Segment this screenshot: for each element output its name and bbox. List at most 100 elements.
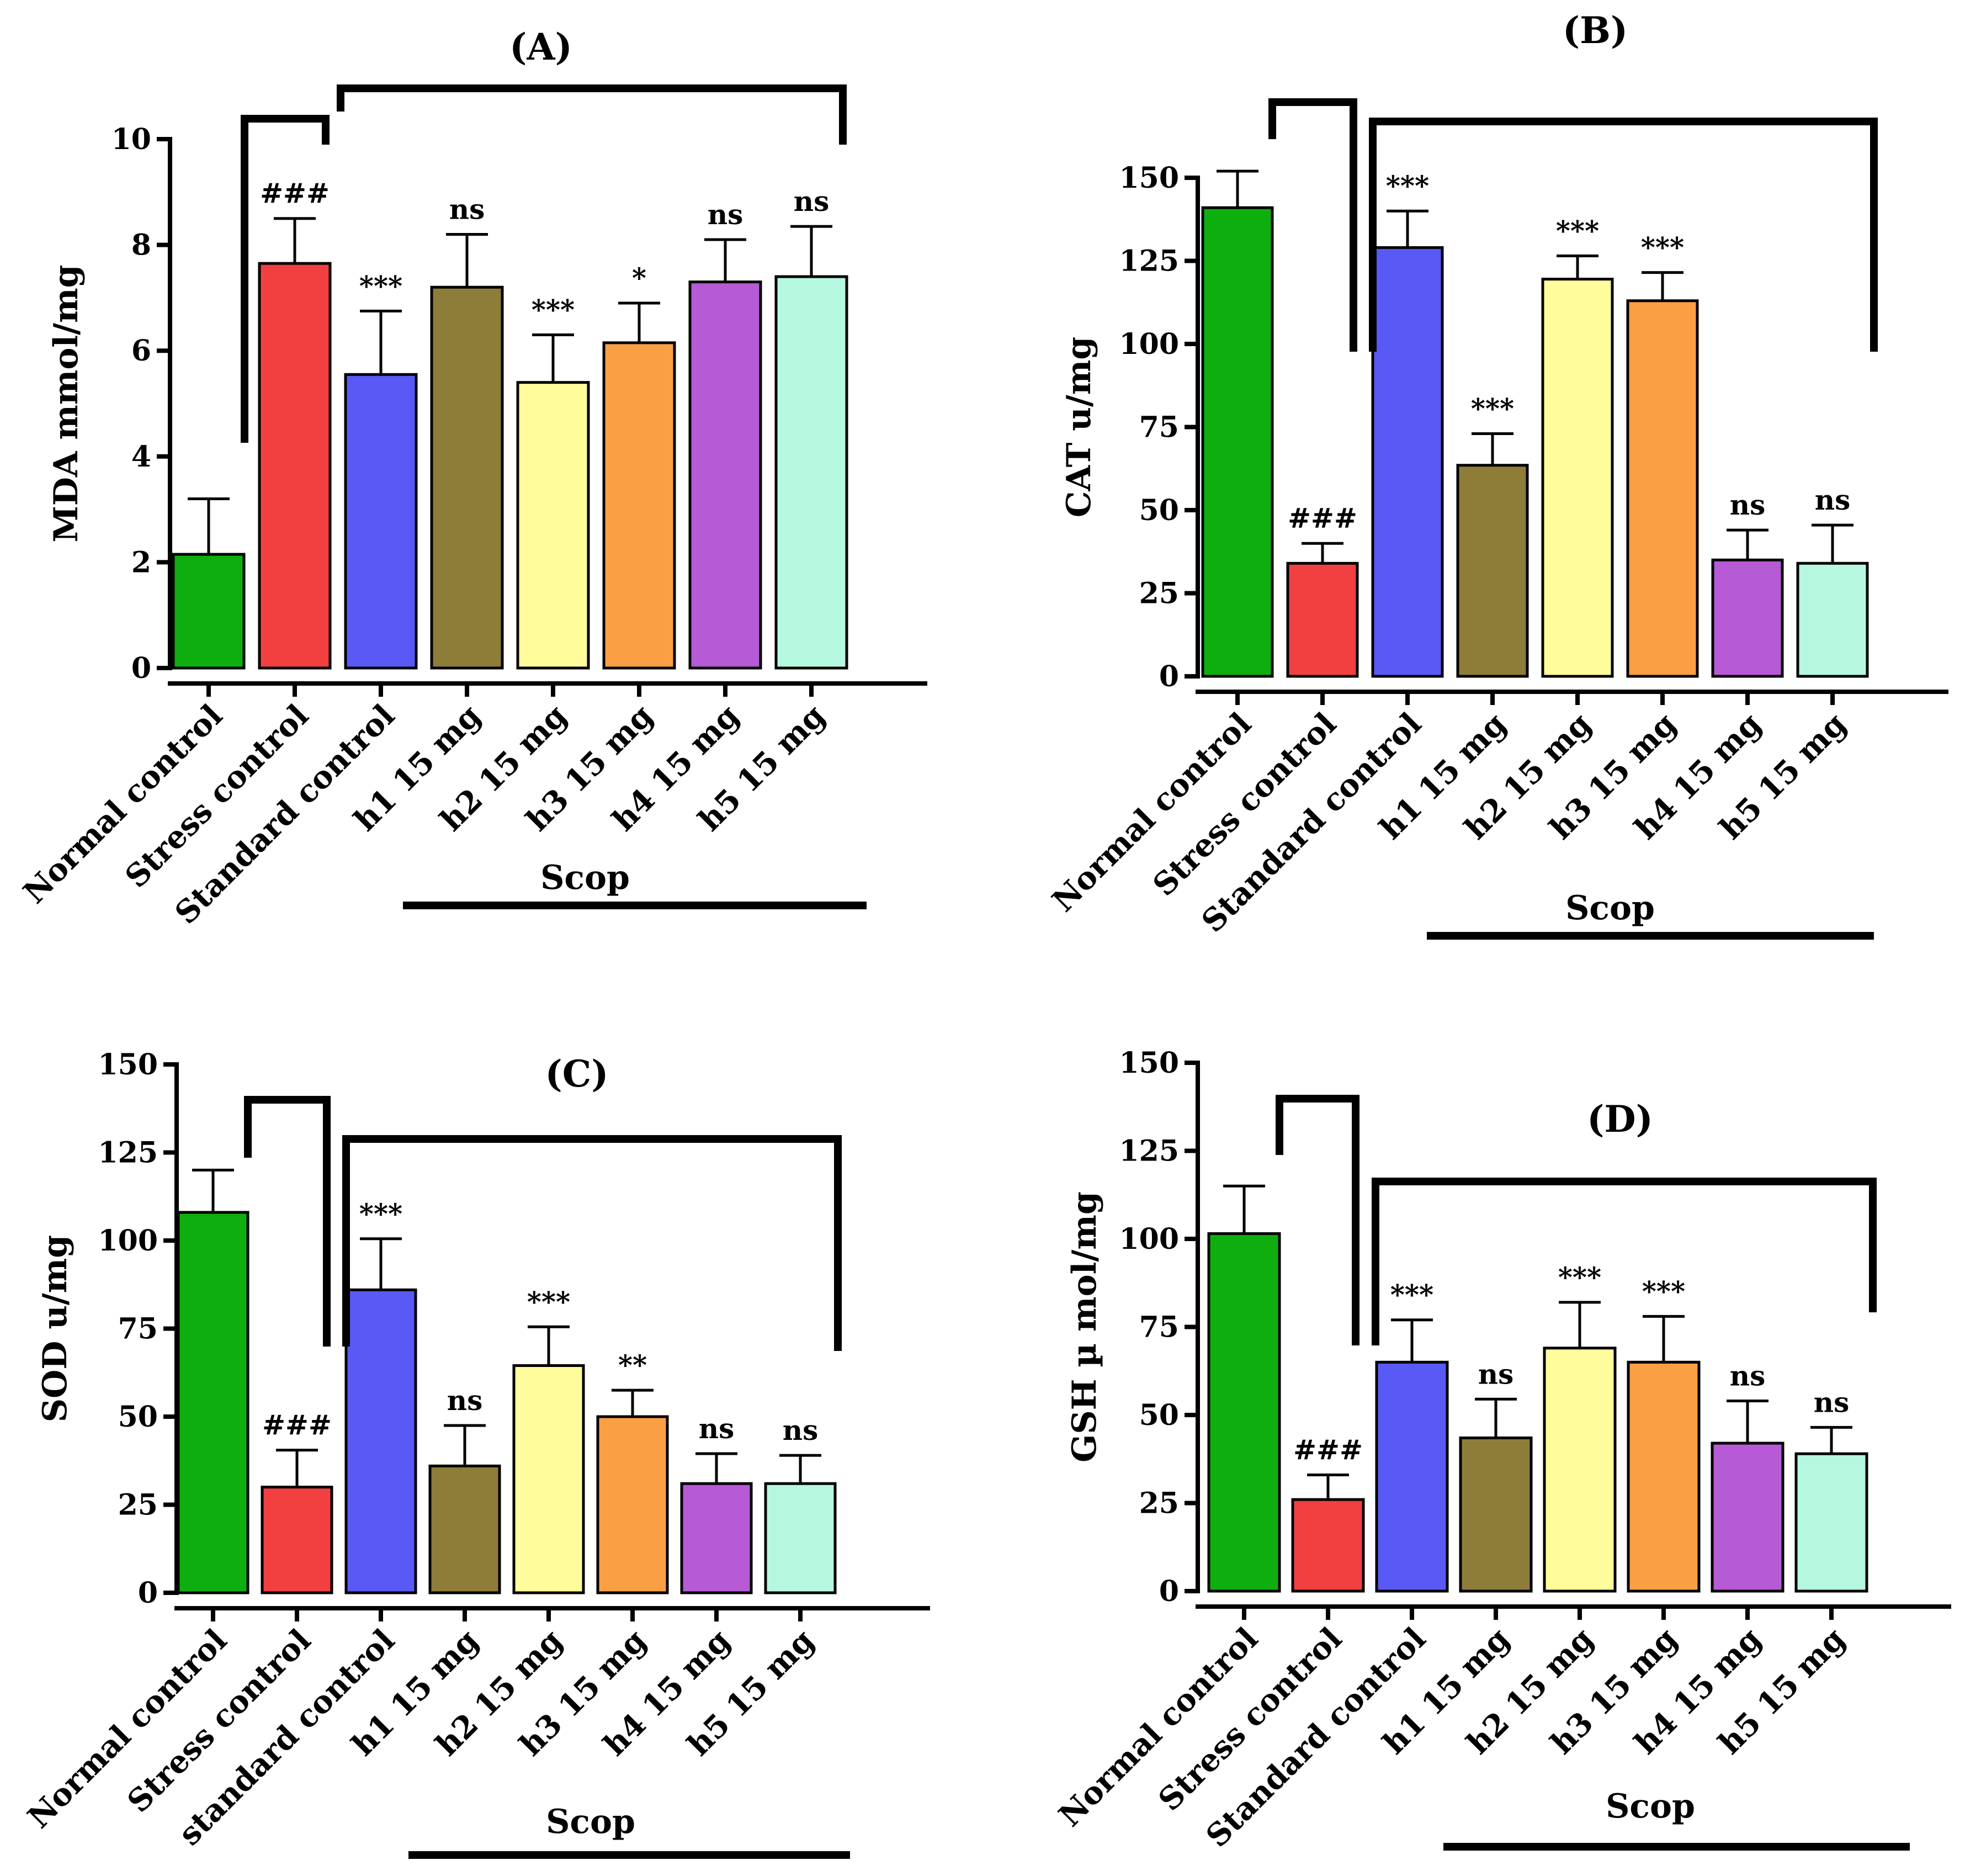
bar [774, 275, 848, 670]
y-tick-label: 75 [1139, 411, 1179, 444]
bar [1794, 1452, 1868, 1593]
significance-label: ns [449, 193, 485, 225]
bar [688, 280, 762, 670]
significance-label: *** [532, 293, 575, 326]
significance-label: *** [1471, 393, 1514, 425]
significance-label: ns [447, 1384, 483, 1417]
comparison-bracket [337, 84, 847, 145]
y-tick-label: 0 [1159, 1575, 1179, 1608]
significance-label: ### [1293, 1433, 1363, 1466]
y-tick-label: 10 [111, 123, 151, 156]
bar [1541, 278, 1614, 678]
significance-label: ns [708, 198, 743, 231]
significance-label: *** [1390, 1279, 1433, 1311]
comparison-bracket [241, 115, 330, 443]
y-tick-label: 50 [1139, 1398, 1179, 1432]
bar [602, 341, 676, 670]
bar [1375, 1360, 1449, 1593]
bar [428, 1464, 501, 1594]
comparison-bracket [1369, 118, 1878, 352]
significance-label: ### [262, 1409, 332, 1442]
y-axis-label: MDA mmol/mg [47, 264, 86, 542]
significance-label: ns [1814, 1386, 1850, 1418]
y-tick-label: 75 [118, 1312, 158, 1346]
y-tick-label: 125 [98, 1136, 158, 1170]
bar [1371, 246, 1444, 678]
bar [1543, 1347, 1617, 1593]
y-tick-label: 125 [1119, 1135, 1179, 1168]
group-label: Scop [546, 1803, 635, 1841]
bar [430, 285, 504, 670]
bar [1286, 561, 1359, 678]
comparison-bracket [1372, 1178, 1877, 1345]
significance-label: *** [1641, 231, 1684, 264]
y-tick-label: 75 [1139, 1311, 1179, 1344]
bar [261, 1486, 333, 1594]
comparison-bracket [244, 1096, 331, 1347]
bar [1626, 299, 1699, 678]
significance-label: ### [1288, 502, 1357, 534]
significance-label: ns [1730, 489, 1766, 521]
significance-label: *** [1386, 169, 1429, 202]
significance-label: *** [359, 269, 402, 302]
significance-label: *** [527, 1285, 570, 1318]
y-axis-label: CAT u/mg [1060, 337, 1098, 518]
y-tick-label: 150 [1119, 161, 1179, 195]
y-tick-label: 8 [131, 229, 151, 262]
bar [1459, 1436, 1533, 1593]
bar [1456, 464, 1529, 678]
y-tick-label: 150 [98, 1048, 158, 1082]
significance-label: ns [1815, 484, 1851, 516]
y-tick-label: 0 [138, 1576, 158, 1610]
y-tick-label: 2 [131, 545, 151, 579]
bar [1711, 558, 1784, 678]
bar [258, 262, 332, 670]
y-tick-label: 50 [1139, 494, 1179, 527]
chart-title: (D) [1587, 1098, 1653, 1141]
chart-title: (C) [545, 1052, 609, 1095]
comparison-bracket [1276, 1095, 1359, 1345]
bar [764, 1482, 837, 1594]
y-axis-label: GSH µ mol/mg [1065, 1191, 1104, 1462]
y-tick-label: 4 [131, 440, 151, 474]
y-tick-label: 25 [1139, 577, 1179, 611]
bar [344, 373, 418, 670]
y-tick-label: 6 [131, 334, 151, 368]
bar [1201, 206, 1274, 678]
y-tick-label: 0 [131, 651, 151, 685]
significance-label: *** [1556, 214, 1599, 247]
chart-title: (B) [1563, 9, 1628, 52]
bar [1291, 1498, 1365, 1593]
chart-title: (A) [509, 25, 572, 68]
comparison-bracket [342, 1135, 842, 1351]
y-tick-label: 150 [1119, 1046, 1179, 1080]
bar [1711, 1442, 1785, 1593]
significance-label: ns [783, 1414, 819, 1446]
significance-label: ** [618, 1349, 647, 1381]
significance-label: *** [1558, 1261, 1601, 1294]
significance-label: ns [699, 1412, 735, 1445]
significance-label: *** [1642, 1275, 1685, 1307]
bar [172, 553, 246, 670]
significance-label: ns [794, 185, 830, 218]
significance-label: ### [260, 177, 330, 210]
y-tick-label: 50 [118, 1400, 158, 1434]
y-axis-label: SOD u/mg [36, 1235, 75, 1423]
group-label: Scop [540, 858, 630, 897]
bar [680, 1482, 753, 1594]
significance-label: *** [359, 1197, 402, 1230]
comparison-bracket [1268, 98, 1357, 352]
bar [596, 1415, 669, 1594]
y-tick-label: 100 [1119, 327, 1179, 361]
y-tick-label: 125 [1119, 245, 1179, 278]
y-tick-label: 25 [1139, 1487, 1179, 1520]
group-label: Scop [1606, 1787, 1695, 1826]
bar [512, 1364, 585, 1594]
bar [516, 381, 590, 670]
significance-label: ns [1730, 1359, 1766, 1392]
